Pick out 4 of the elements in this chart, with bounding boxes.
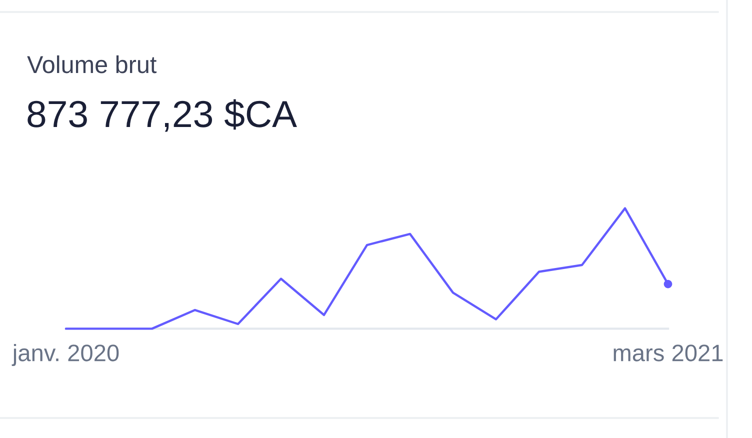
x-tick-label: janv. 2020 xyxy=(12,344,119,366)
x-tick-label: mars 2021 xyxy=(614,344,723,362)
chart-subtitle: 873 777,23 $CA xyxy=(28,99,297,132)
chart-title: Volume brut xyxy=(27,55,157,74)
